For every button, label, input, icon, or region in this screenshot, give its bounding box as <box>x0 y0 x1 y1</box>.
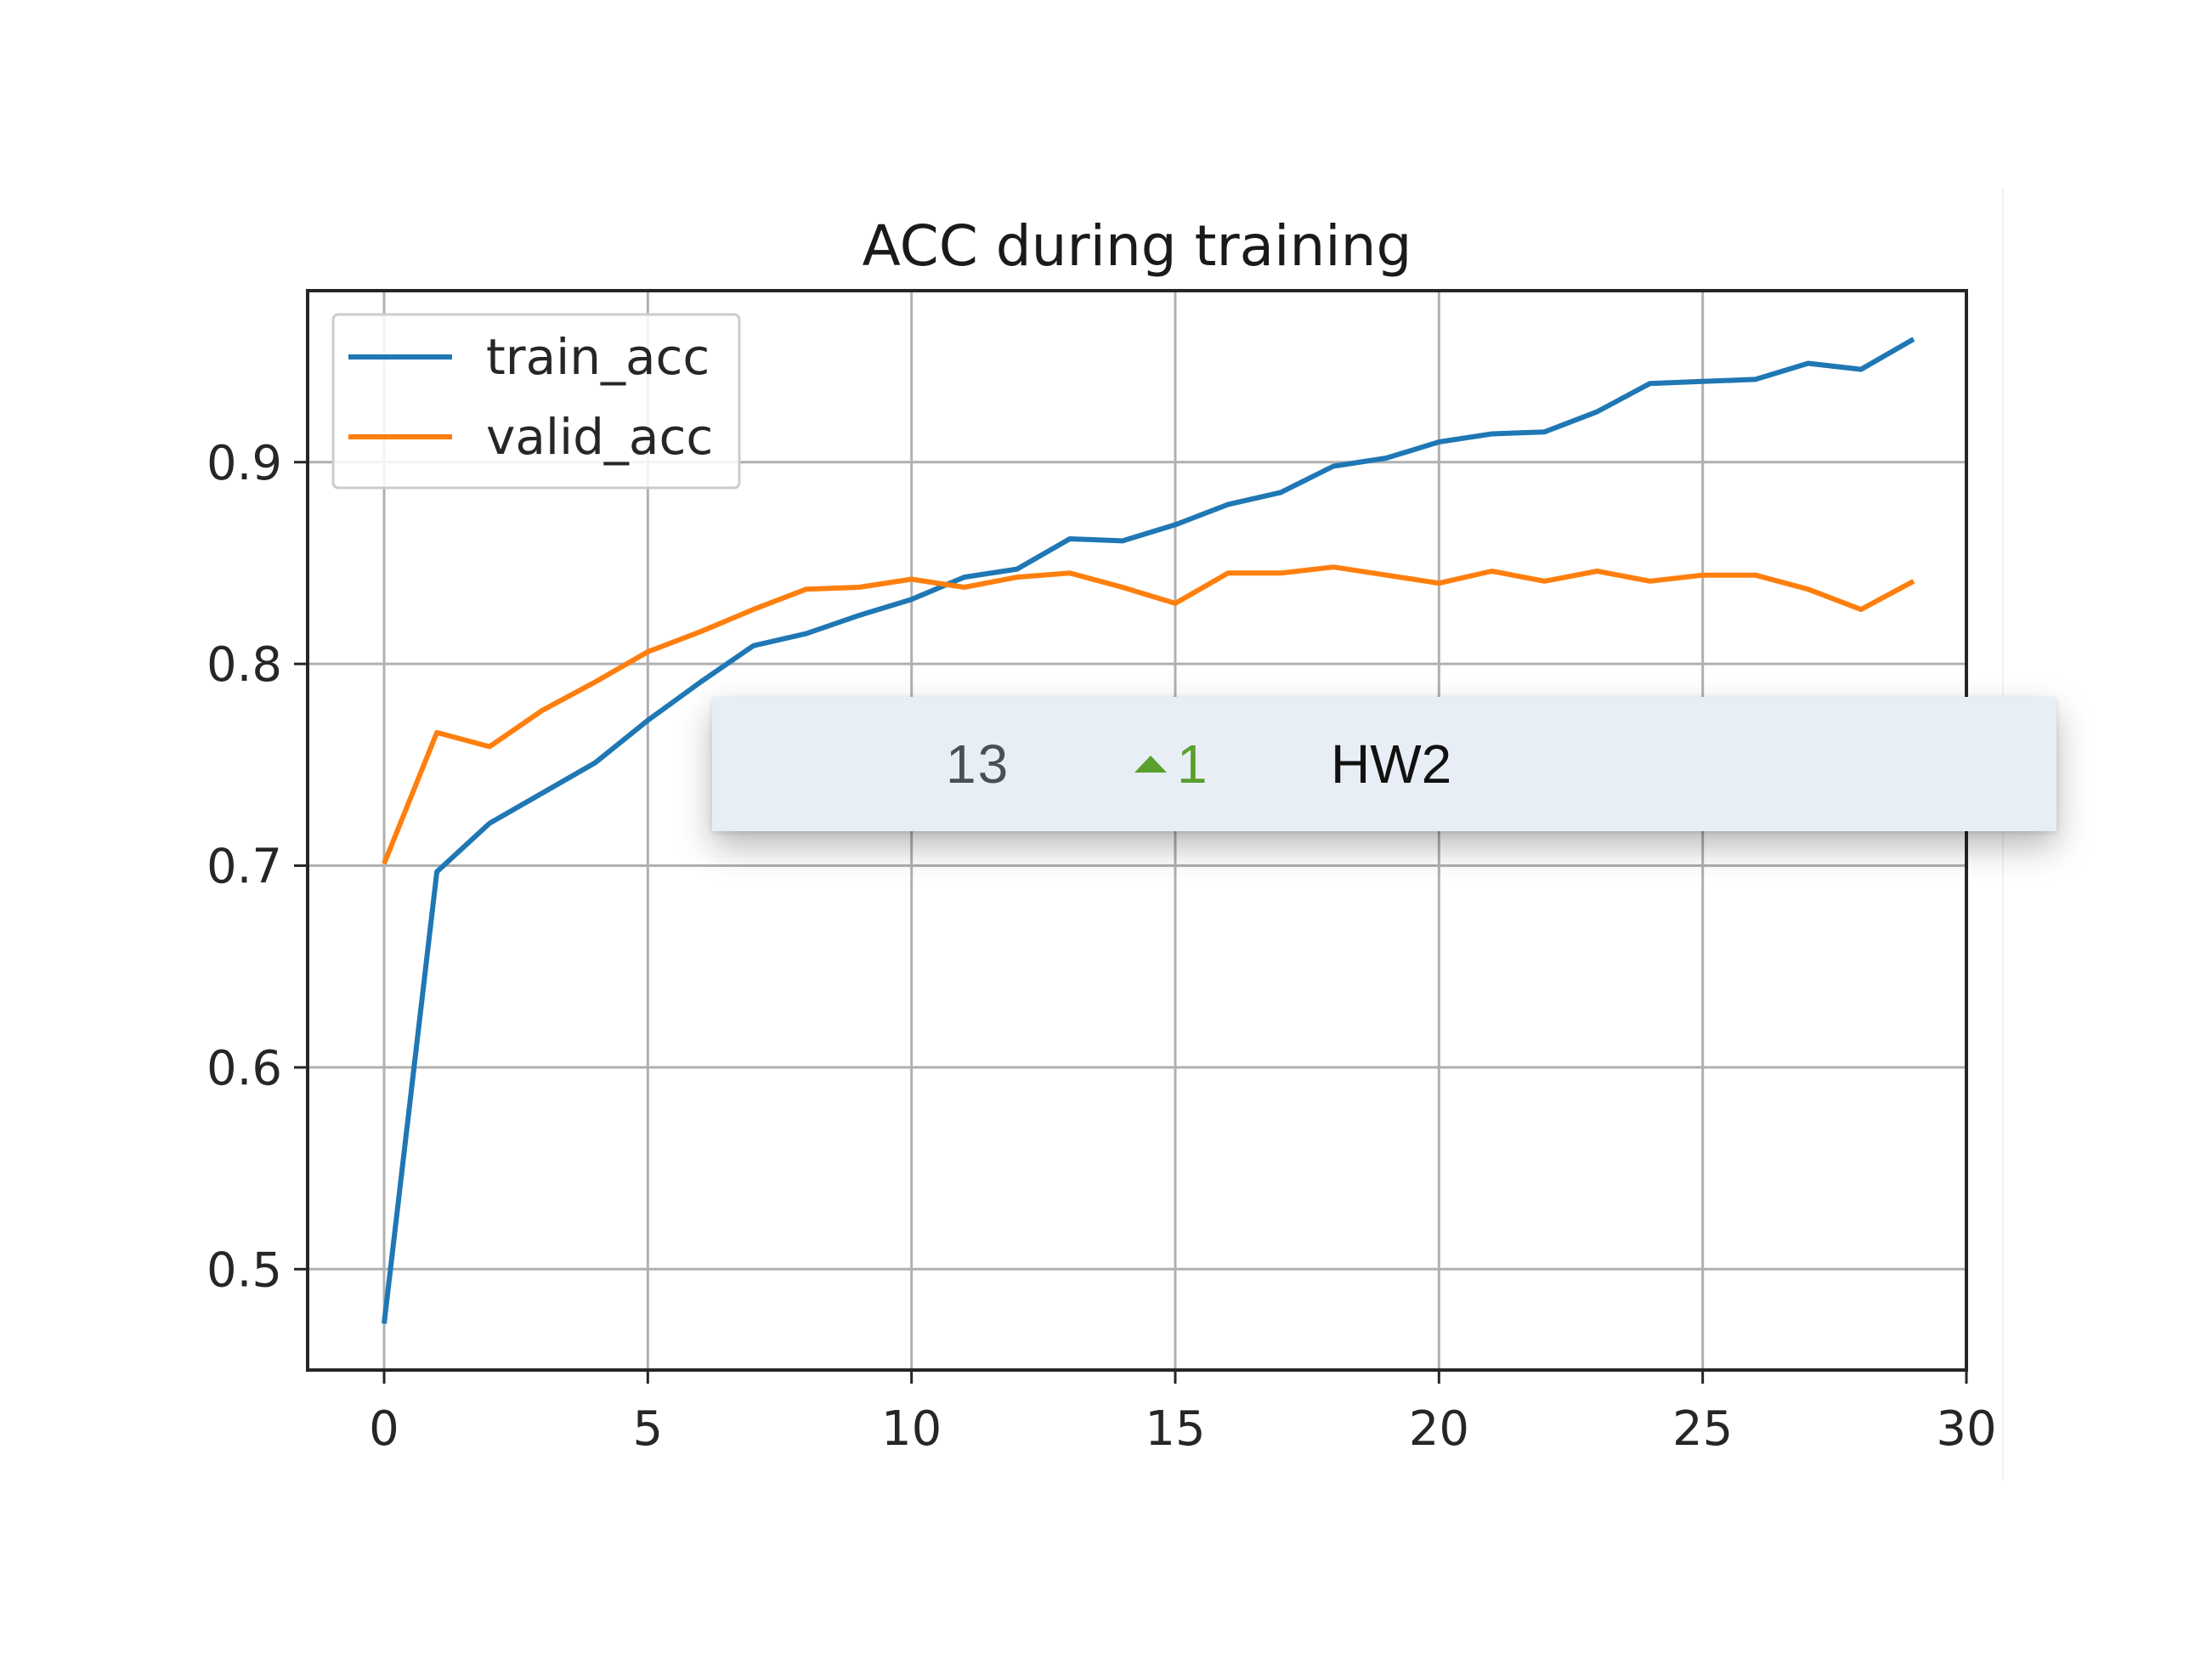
y-tick-label: 0.9 <box>206 436 282 491</box>
rank-value: 13 <box>946 733 1010 795</box>
x-tick-label: 5 <box>633 1401 664 1457</box>
panel-divider <box>2002 189 2004 1481</box>
x-tick-label: 15 <box>1145 1401 1205 1457</box>
x-tick-label: 25 <box>1672 1401 1733 1457</box>
axis-ticks: 0 5 10 15 20 25 30 0.5 0.6 0.7 0.8 0.9 <box>206 436 1997 1457</box>
x-tick-label: 0 <box>369 1401 399 1457</box>
series-layer <box>382 337 1915 1324</box>
rank-change: 1 <box>1134 737 1208 791</box>
x-tick-label: 30 <box>1936 1401 1996 1457</box>
y-tick-label: 0.8 <box>206 637 282 693</box>
triangle-up-icon <box>1134 756 1167 773</box>
entry-name: HW2 <box>1331 733 1452 795</box>
rank-change-value: 1 <box>1177 733 1208 795</box>
legend: train_acc valid_acc <box>331 313 741 490</box>
series-line-valid-acc <box>382 564 1915 865</box>
series-line-train-acc <box>382 337 1915 1324</box>
legend-label-train-acc: train_acc <box>486 328 710 386</box>
y-tick-label: 0.6 <box>206 1041 282 1096</box>
x-tick-label: 20 <box>1409 1401 1469 1457</box>
legend-label-valid-acc: valid_acc <box>486 408 713 466</box>
chart-title: ACC during training <box>863 213 1412 279</box>
y-tick-label: 0.5 <box>206 1243 282 1298</box>
x-tick-label: 10 <box>881 1401 942 1457</box>
leaderboard-row-popup[interactable]: 13 1 HW2 <box>712 697 2056 831</box>
y-tick-label: 0.7 <box>206 840 282 895</box>
